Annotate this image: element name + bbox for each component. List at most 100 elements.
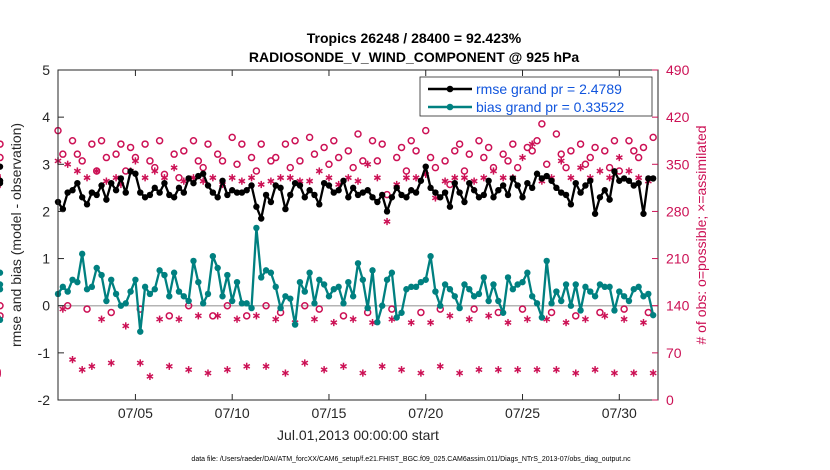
obs-possible-marker — [102, 153, 111, 162]
asterisk-stroke — [69, 357, 77, 363]
x-tick-label: 07/05 — [118, 405, 153, 421]
bias-point — [330, 286, 338, 293]
bias-point — [567, 302, 575, 309]
asterisk-stroke — [131, 158, 139, 164]
obs-possible-marker — [591, 143, 599, 152]
rmse-point — [103, 196, 110, 203]
rmse-point — [403, 194, 410, 201]
bias-point — [432, 288, 439, 295]
asterisk-stroke — [165, 363, 173, 369]
obs-assimilated-marker — [339, 362, 347, 370]
obs-possible-marker — [407, 136, 415, 145]
asterisk-stroke — [320, 367, 328, 373]
bias-point — [98, 271, 105, 279]
obs-possible-marker — [344, 147, 353, 155]
bias-point — [475, 290, 483, 298]
obs-possible-marker — [330, 136, 338, 145]
tick-marks — [58, 69, 658, 401]
rmse-point — [509, 175, 517, 182]
right-tick-label: 350 — [666, 156, 690, 172]
obs-possible-marker — [509, 140, 517, 148]
bias-point — [393, 314, 400, 321]
obs-assimilated-marker — [378, 362, 386, 370]
asterisk-stroke — [460, 175, 468, 181]
obs-assimilated-marker — [78, 366, 86, 374]
obs-possible-marker — [644, 308, 653, 317]
rmse-point — [587, 177, 594, 184]
bias-point — [528, 293, 536, 300]
bias-point — [596, 281, 604, 288]
obs-assimilated-marker — [185, 366, 193, 374]
obs-assimilated-marker — [485, 312, 493, 320]
rmse-point — [354, 191, 362, 199]
asterisk-stroke — [141, 175, 149, 181]
bias-point — [461, 281, 468, 288]
bias-point — [606, 283, 613, 291]
asterisk-stroke — [78, 367, 86, 373]
bias-point — [499, 309, 507, 316]
obs-possible-marker — [557, 150, 565, 158]
bias-point — [243, 300, 250, 307]
rmse-point — [233, 189, 241, 196]
obs-assimilated-marker — [238, 177, 246, 185]
bias-point — [170, 269, 178, 276]
rmse-series-line — [57, 165, 654, 220]
obs-assimilated-marker — [364, 160, 372, 168]
obs-assimilated-marker — [248, 174, 256, 182]
obs-possible-marker — [267, 157, 275, 165]
bias-point — [112, 290, 120, 298]
asterisk-stroke — [330, 320, 338, 326]
bias-point — [248, 304, 255, 312]
bias-point — [412, 283, 420, 291]
obs-assimilated-marker — [93, 167, 101, 175]
obs-possible-marker — [504, 157, 512, 165]
obs-possible-marker — [155, 136, 164, 145]
asterisk-stroke — [577, 165, 585, 171]
obs-assimilated-marker — [228, 174, 236, 182]
rmse-point — [306, 187, 313, 194]
bias-point — [258, 274, 265, 281]
rmse-point — [146, 191, 154, 199]
rmse-point — [316, 201, 323, 208]
rmse-point — [499, 182, 507, 189]
obs-assimilated-marker — [209, 174, 217, 182]
asterisk-stroke — [335, 182, 343, 187]
rmse-point — [224, 191, 231, 199]
obs-possible-marker — [0, 140, 4, 148]
rmse-point — [470, 187, 478, 194]
asterisk-stroke — [533, 367, 541, 373]
obs-possible-marker — [596, 308, 604, 317]
obs-assimilated-marker — [625, 167, 633, 175]
obs-assimilated-marker — [243, 362, 251, 370]
bias-point — [272, 283, 279, 291]
bias-point — [267, 269, 275, 276]
rmse-point — [287, 191, 294, 199]
right-tick-label: 490 — [666, 62, 690, 78]
asterisk-stroke — [93, 168, 101, 174]
rmse-point — [151, 184, 158, 192]
obs-assimilated-marker — [204, 369, 212, 377]
plot-area — [0, 69, 659, 401]
rmse-point — [480, 191, 488, 199]
asterisk-stroke — [407, 320, 415, 326]
asterisk-stroke — [615, 155, 623, 161]
asterisk-stroke — [267, 178, 275, 184]
rmse-point — [485, 177, 492, 184]
obs-possible-marker — [499, 150, 507, 158]
bias-point — [354, 260, 362, 267]
legend-rmse-marker — [446, 85, 454, 93]
rmse-point — [185, 175, 192, 182]
obs-assimilated-marker — [354, 177, 362, 185]
asterisk-stroke — [98, 316, 106, 322]
rmse-point — [422, 163, 429, 170]
asterisk-stroke — [112, 175, 120, 181]
obs-possible-marker — [475, 136, 483, 145]
obs-possible-marker — [189, 136, 198, 145]
rmse-point — [122, 189, 129, 196]
asterisk-stroke — [325, 175, 333, 181]
obs-assimilated-marker — [315, 167, 323, 175]
asterisk-stroke — [543, 316, 551, 322]
bias-point — [383, 276, 391, 283]
obs-assimilated-marker — [630, 369, 638, 377]
bias-point — [369, 267, 376, 274]
